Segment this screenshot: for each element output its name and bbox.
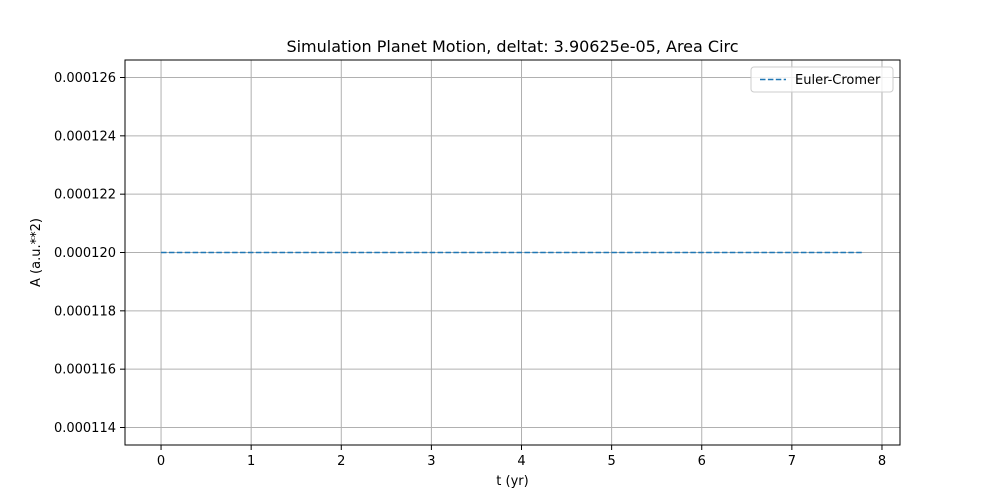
y-tick-label: 0.000126 bbox=[54, 71, 116, 86]
chart-title: Simulation Planet Motion, deltat: 3.9062… bbox=[286, 37, 738, 56]
x-tick-label: 5 bbox=[607, 454, 615, 469]
grid-layer bbox=[125, 60, 900, 445]
x-tick-label: 1 bbox=[247, 454, 255, 469]
y-tick-label: 0.000118 bbox=[54, 304, 116, 319]
y-tick-label: 0.000124 bbox=[54, 129, 116, 144]
x-tick-label: 0 bbox=[157, 454, 165, 469]
y-tick-label: 0.000114 bbox=[54, 421, 116, 436]
x-tick-label: 4 bbox=[517, 454, 525, 469]
x-tick-label: 6 bbox=[698, 454, 706, 469]
legend: Euler-Cromer bbox=[750, 66, 894, 93]
x-tick-label: 3 bbox=[427, 454, 435, 469]
x-tick-label: 2 bbox=[337, 454, 345, 469]
legend-box bbox=[750, 66, 894, 93]
y-tick-label: 0.000120 bbox=[54, 246, 116, 261]
x-tick-label: 7 bbox=[788, 454, 796, 469]
legend-label: Euler-Cromer bbox=[795, 73, 881, 88]
y-tick-label: 0.000116 bbox=[54, 363, 116, 378]
x-tick-label: 8 bbox=[878, 454, 886, 469]
y-tick-label: 0.000122 bbox=[54, 188, 116, 203]
tick-layer: 0 1 2 3 4 5 6 7 8 0.000114 0.000116 0.000118 0.00012… bbox=[54, 71, 886, 469]
y-axis-label: A (a.u.**2) bbox=[29, 218, 44, 287]
x-axis-label: t (yr) bbox=[496, 474, 528, 489]
